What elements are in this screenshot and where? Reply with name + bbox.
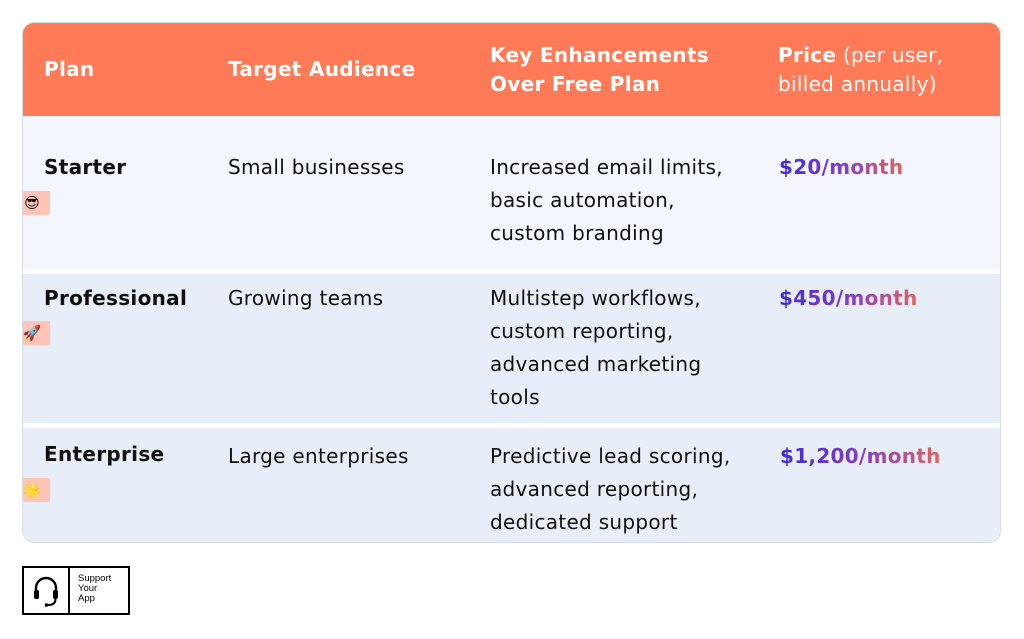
- price-cell: $20/month: [779, 151, 903, 184]
- header-price-label: Price: [778, 42, 837, 67]
- table-row-enterprise: Enterprise 🌟 Large enterprises Predictiv…: [23, 428, 1000, 542]
- target-audience: Small businesses: [228, 155, 405, 179]
- logo-wordmark: Support Your App: [70, 568, 128, 613]
- header-price-billing: billed annually): [778, 71, 937, 96]
- plan-name: Professional: [44, 286, 188, 310]
- plan-name: Enterprise: [44, 442, 165, 466]
- header-plan-label: Plan: [44, 57, 95, 81]
- price-cell: $450/month: [779, 282, 918, 315]
- table-header: Plan Target Audience Key Enhancements Ov…: [23, 23, 1000, 116]
- plan-name: Starter: [44, 155, 127, 179]
- enhancement-line: advanced marketing: [490, 352, 702, 376]
- table-row-professional: Professional 🚀 Growing teams Multistep w…: [23, 274, 1000, 423]
- header-enhancements-line1: Key Enhancements: [490, 42, 709, 67]
- header-price-qualifier: (per user,: [836, 42, 944, 67]
- support-your-app-logo: Support Your App: [22, 566, 130, 615]
- header-plan: Plan: [44, 23, 224, 116]
- enhancement-line: Multistep workflows,: [490, 286, 701, 310]
- logo-text-line: App: [78, 593, 95, 604]
- pricing-table: Plan Target Audience Key Enhancements Ov…: [22, 22, 1001, 543]
- enhancement-line: Increased email limits,: [490, 155, 723, 179]
- rocket-emoji-icon: 🚀: [23, 321, 50, 345]
- enhancement-line: dedicated support: [490, 510, 678, 534]
- logo-text-line: Your: [78, 583, 98, 594]
- header-price: Price (per user, billed annually): [778, 23, 998, 116]
- enhancement-line: custom reporting,: [490, 319, 674, 343]
- price-value: $1,200/month: [780, 444, 941, 468]
- row-divider: [23, 423, 1000, 428]
- key-enhancements: Predictive lead scoring, advanced report…: [490, 440, 730, 539]
- target-audience: Large enterprises: [228, 444, 409, 468]
- header-key-enhancements: Key Enhancements Over Free Plan: [490, 23, 770, 116]
- row-divider: [23, 269, 1000, 274]
- header-target-audience: Target Audience: [228, 23, 478, 116]
- key-enhancements: Multistep workflows, custom reporting, a…: [490, 282, 701, 414]
- target-audience: Growing teams: [228, 286, 384, 310]
- logo-text-line: Support: [78, 573, 112, 584]
- enhancement-line: tools: [490, 385, 540, 409]
- star-emoji-icon: 🌟: [23, 478, 50, 502]
- header-enhancements-line2: Over Free Plan: [490, 71, 661, 96]
- price-cell: $1,200/month: [780, 440, 941, 473]
- headset-icon: [24, 568, 70, 613]
- price-value: $20/month: [779, 155, 904, 179]
- price-value: $450/month: [779, 286, 918, 310]
- enhancement-line: Predictive lead scoring,: [490, 444, 731, 468]
- sunglasses-emoji-icon: 😎: [23, 191, 50, 215]
- table-row-starter: Starter 😎 Small businesses Increased ema…: [23, 116, 1000, 269]
- key-enhancements: Increased email limits, basic automation…: [490, 151, 723, 250]
- enhancement-line: custom branding: [490, 221, 664, 245]
- enhancement-line: basic automation,: [490, 188, 675, 212]
- header-audience-label: Target Audience: [228, 57, 416, 81]
- enhancement-line: advanced reporting,: [490, 477, 699, 501]
